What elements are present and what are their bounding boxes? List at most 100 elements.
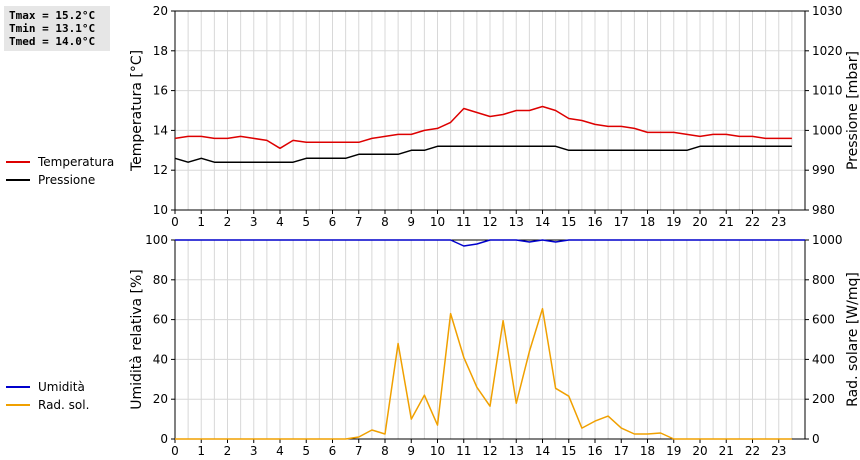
series-line-temperatura: [174, 105, 792, 150]
legend-item-rad-sol: Rad. sol.: [6, 396, 89, 414]
x-tick-label: 2: [224, 444, 232, 458]
x-tick-label: 19: [666, 444, 681, 458]
x-tick-label: 3: [250, 444, 258, 458]
y-tick-label: 20: [153, 392, 168, 406]
x-tick-label: 12: [482, 215, 497, 229]
y2-axis-label: Rad. solare [W/mq]: [845, 272, 860, 407]
x-tick-label: 11: [456, 215, 471, 229]
x-tick-label: 1: [197, 215, 205, 229]
legend-label-pressione: Pressione: [38, 173, 96, 187]
x-tick-label: 22: [745, 444, 760, 458]
y-tick-label: 14: [153, 123, 168, 137]
x-tick-label: 10: [430, 444, 445, 458]
x-tick-label: 9: [407, 444, 415, 458]
y2-tick-label: 1000: [812, 233, 843, 247]
x-tick-label: 5: [302, 215, 310, 229]
x-tick-label: 2: [224, 215, 232, 229]
x-tick-label: 19: [666, 215, 681, 229]
y2-axis-label: Pressione [mbar]: [845, 51, 860, 170]
x-tick-label: 16: [587, 444, 602, 458]
x-tick-label: 7: [355, 215, 363, 229]
legend-label-umidita: Umidità: [38, 380, 85, 394]
y2-tick-label: 1030: [812, 4, 843, 18]
x-tick-label: 14: [535, 444, 550, 458]
y-axis-label: Temperatura [°C]: [129, 50, 145, 172]
y-tick-label: 60: [153, 313, 168, 327]
x-tick-label: 10: [430, 215, 445, 229]
x-tick-label: 13: [509, 215, 524, 229]
y2-tick-label: 0: [812, 432, 820, 446]
x-tick-label: 14: [535, 215, 550, 229]
x-tick-label: 21: [719, 444, 734, 458]
x-tick-label: 4: [276, 444, 284, 458]
y2-tick-label: 1020: [812, 44, 843, 58]
legend-swatch-rad-sol: [6, 404, 30, 406]
chart-panel-0: 0 1 2 3 4 5 6 7 8 9 10 11 12 13 14 15 16 17 18 19 20 21 22 2310…: [129, 4, 860, 229]
legend-item-pressione: Pressione: [6, 171, 114, 189]
y-tick-label: 40: [153, 352, 168, 366]
x-tick-label: 20: [692, 444, 707, 458]
x-tick-label: 6: [329, 444, 337, 458]
legend-label-temperatura: Temperatura: [38, 155, 115, 169]
y-tick-label: 20: [153, 4, 168, 18]
y2-tick-label: 1000: [812, 123, 843, 137]
x-tick-label: 17: [614, 215, 629, 229]
x-tick-label: 3: [250, 215, 258, 229]
y2-tick-label: 990: [812, 163, 835, 177]
x-tick-label: 9: [407, 215, 415, 229]
x-tick-label: 22: [745, 215, 760, 229]
series-line-umidit: [175, 239, 805, 247]
tmax-label: Tmax = 15.2°C: [9, 9, 96, 22]
y2-tick-label: 600: [812, 313, 835, 327]
stats-box: Tmax = 15.2°C Tmin = 13.1°C Tmed = 14.0°…: [4, 6, 110, 51]
x-tick-label: 18: [640, 444, 655, 458]
x-tick-label: 12: [482, 444, 497, 458]
x-tick-label: 0: [171, 215, 179, 229]
legend-item-umidita: Umidità: [6, 378, 89, 396]
chart-panel-1: 0 1 2 3 4 5 6 7 8 9 10 11 12 13 14 15 16 17 18 19 20 21 22 2302…: [129, 233, 860, 458]
x-tick-label: 8: [381, 444, 389, 458]
x-tick-label: 1: [197, 444, 205, 458]
x-tick-label: 0: [171, 444, 179, 458]
y-tick-label: 10: [153, 203, 168, 217]
x-tick-label: 16: [587, 215, 602, 229]
y2-tick-label: 980: [812, 203, 835, 217]
x-tick-label: 20: [692, 215, 707, 229]
x-tick-label: 5: [302, 444, 310, 458]
legend-item-temperatura: Temperatura: [6, 153, 114, 171]
y2-tick-label: 800: [812, 273, 835, 287]
x-tick-label: 15: [561, 215, 576, 229]
y-tick-label: 18: [153, 44, 168, 58]
y-tick-label: 0: [160, 432, 168, 446]
x-tick-label: 11: [456, 444, 471, 458]
x-tick-label: 4: [276, 215, 284, 229]
x-tick-label: 23: [771, 444, 786, 458]
y2-tick-label: 1010: [812, 84, 843, 98]
x-tick-label: 7: [355, 444, 363, 458]
legend-swatch-temperatura: [6, 161, 30, 163]
series-line-rad-sol: [175, 307, 792, 440]
tmin-label: Tmin = 13.1°C: [9, 22, 96, 35]
top-legend: Temperatura Pressione: [6, 153, 114, 189]
x-tick-label: 18: [640, 215, 655, 229]
x-tick-label: 17: [614, 444, 629, 458]
x-tick-label: 15: [561, 444, 576, 458]
x-tick-label: 21: [719, 215, 734, 229]
y-tick-label: 12: [153, 163, 168, 177]
x-tick-label: 8: [381, 215, 389, 229]
y-tick-label: 80: [153, 273, 168, 287]
legend-swatch-pressione: [6, 179, 30, 181]
legend-label-rad-sol: Rad. sol.: [38, 398, 90, 412]
x-tick-label: 6: [329, 215, 337, 229]
bottom-legend: Umidità Rad. sol.: [6, 378, 89, 414]
tmed-label: Tmed = 14.0°C: [9, 35, 96, 48]
x-tick-label: 13: [509, 444, 524, 458]
y-axis-label: Umidità relativa [%]: [129, 269, 145, 410]
x-tick-label: 23: [771, 215, 786, 229]
y-tick-label: 16: [153, 84, 168, 98]
legend-swatch-umidita: [6, 386, 30, 388]
y2-tick-label: 400: [812, 352, 835, 366]
y-tick-label: 100: [145, 233, 168, 247]
series-line-pressione: [174, 145, 792, 163]
